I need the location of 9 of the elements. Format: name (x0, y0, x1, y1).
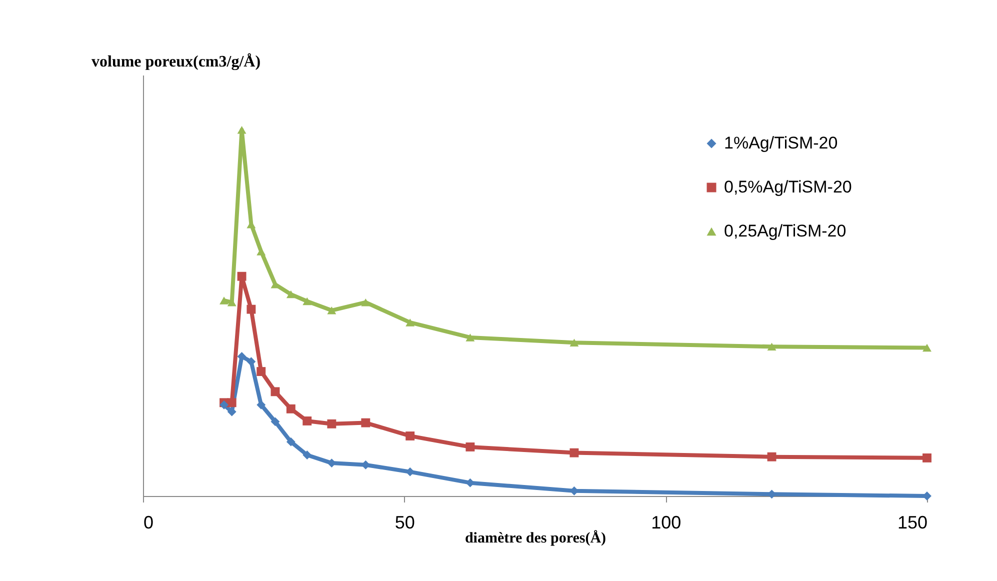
legend-label: 1%Ag/TiSM-20 (724, 134, 838, 152)
legend-label: 0,25Ag/TiSM-20 (724, 222, 846, 240)
x-tick-label: 0 (144, 512, 154, 532)
legend-label: 0,5%Ag/TiSM-20 (724, 178, 852, 196)
x-axis-title: diamètre des pores(Å) (464, 530, 606, 546)
x-tick-label: 100 (651, 512, 682, 532)
x-tick-label: 150 (897, 512, 928, 532)
x-tick-label: 50 (394, 512, 415, 532)
y-axis-title: volume poreux(cm3/g/Å) (92, 52, 261, 70)
